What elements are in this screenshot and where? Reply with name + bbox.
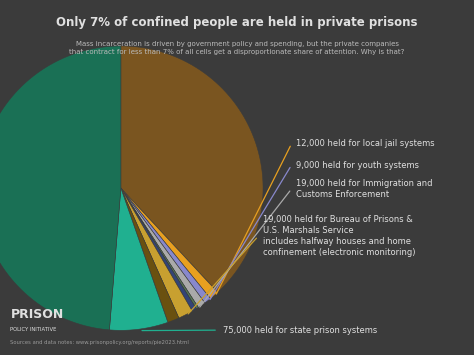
Polygon shape xyxy=(121,188,192,318)
Text: 75,000 held for state prison systems: 75,000 held for state prison systems xyxy=(223,326,377,335)
Polygon shape xyxy=(121,188,196,311)
Polygon shape xyxy=(121,46,263,292)
Text: POLICY INITIATIVE: POLICY INITIATIVE xyxy=(10,327,57,332)
Text: 19,000 held for Bureau of Prisons &
U.S. Marshals Service
includes halfway house: 19,000 held for Bureau of Prisons & U.S.… xyxy=(263,215,416,257)
Polygon shape xyxy=(121,188,218,299)
Polygon shape xyxy=(109,188,168,331)
Polygon shape xyxy=(121,188,198,309)
Polygon shape xyxy=(121,188,179,322)
Text: PRISON: PRISON xyxy=(10,308,64,321)
Text: 9,000 held for youth systems: 9,000 held for youth systems xyxy=(296,160,419,170)
Text: Sources and data notes: www.prisonpolicy.org/reports/pie2023.html: Sources and data notes: www.prisonpolicy… xyxy=(10,340,189,345)
Text: Only 7% of confined people are held in private prisons: Only 7% of confined people are held in p… xyxy=(56,16,418,29)
Polygon shape xyxy=(121,188,205,307)
Text: 19,000 held for Immigration and
Customs Enforcement: 19,000 held for Immigration and Customs … xyxy=(296,179,433,199)
Polygon shape xyxy=(0,46,121,330)
Text: 12,000 held for local jail systems: 12,000 held for local jail systems xyxy=(296,139,435,148)
Text: Mass incarceration is driven by government policy and spending, but the private : Mass incarceration is driven by governme… xyxy=(69,41,405,55)
Polygon shape xyxy=(121,188,210,303)
